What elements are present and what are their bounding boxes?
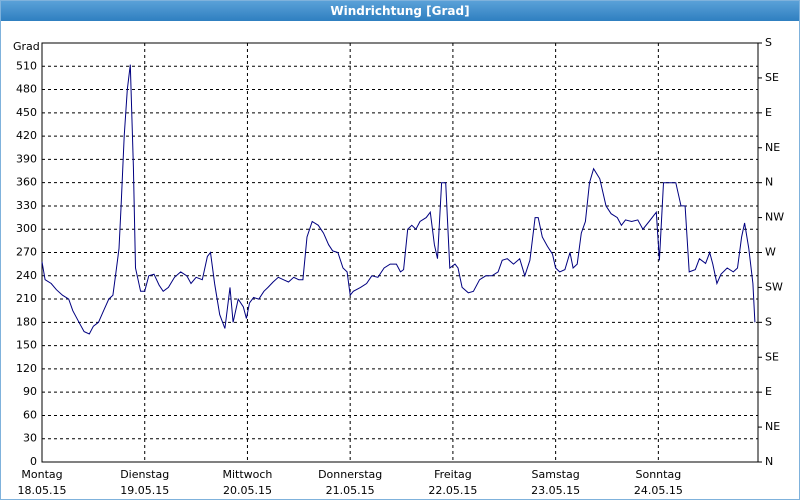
line-series <box>41 64 756 335</box>
x-tick-label: 23.05.15 <box>531 484 580 497</box>
y-tick-label: 270 <box>16 246 37 259</box>
y-tick-label: 480 <box>16 83 37 96</box>
x-tick-label: Donnerstag <box>318 468 382 481</box>
plot-border <box>41 42 759 463</box>
x-tick-label: 20.05.15 <box>223 484 272 497</box>
y-tick-label: 420 <box>16 129 37 142</box>
y-tick-label: 300 <box>16 222 37 235</box>
x-tick-label: Sonntag <box>636 468 682 481</box>
x-tick-label: Mittwoch <box>222 468 272 481</box>
y2-tick-label: E <box>765 385 772 398</box>
y2-tick-label: S <box>765 36 772 49</box>
y-tick-label: 450 <box>16 106 37 119</box>
y-tick-label: 60 <box>23 408 37 421</box>
chart-title: Windrichtung [Grad] <box>1 1 799 21</box>
y2-tick-label: SW <box>765 280 783 293</box>
y-tick-label: 360 <box>16 176 37 189</box>
chart: Grad 0 30 60 90 120 150 180 210 240 270 300 330 360 39… <box>13 36 784 497</box>
y-tick-label: 180 <box>16 315 37 328</box>
y2-tick-label: SE <box>765 71 779 84</box>
y-tick-label: 30 <box>23 432 37 445</box>
y-tick-label: 90 <box>23 385 37 398</box>
y-axis-label: Grad <box>13 40 40 53</box>
x-tick-label: 18.05.15 <box>18 484 67 497</box>
y2-tick-label: S <box>765 315 772 328</box>
y-tick-label: 510 <box>16 59 37 72</box>
y2-tick-label: NE <box>765 420 780 433</box>
x-tick-label: Montag <box>21 468 62 481</box>
y2-tick-label: NW <box>765 211 784 224</box>
x-tick-label: Freitag <box>434 468 472 481</box>
x-tick-label: 24.05.15 <box>634 484 683 497</box>
y2-tick-label: NE <box>765 141 780 154</box>
y-tick-label: 150 <box>16 339 37 352</box>
y-tick-label: 390 <box>16 152 37 165</box>
y-tick-label: 120 <box>16 362 37 375</box>
y-tick-label: 210 <box>16 292 37 305</box>
y-tick-label: 330 <box>16 199 37 212</box>
y2-tick-label: E <box>765 106 772 119</box>
y-tick-label: 0 <box>30 455 37 468</box>
x-tick-label: 19.05.15 <box>120 484 169 497</box>
x-tick-label: 21.05.15 <box>326 484 375 497</box>
x-tick-label: 22.05.15 <box>428 484 477 497</box>
y-tick-label: 240 <box>16 269 37 282</box>
y2-tick-label: N <box>765 176 773 189</box>
x-tick-label: Samstag <box>532 468 580 481</box>
x-tick-label: Dienstag <box>120 468 169 481</box>
y2-tick-label: SE <box>765 350 779 363</box>
y2-tick-label: W <box>765 246 776 259</box>
y2-tick-label: N <box>765 455 773 468</box>
